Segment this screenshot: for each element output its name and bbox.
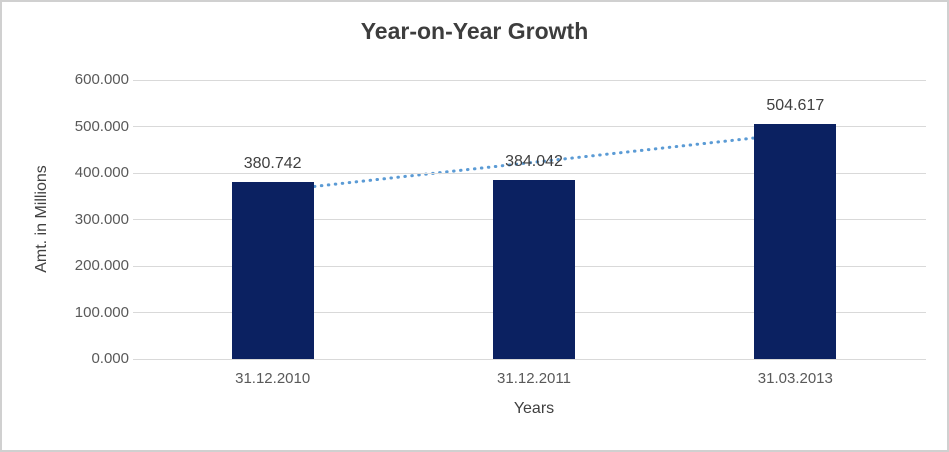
x-axis-category-label: 31.12.2011 [497, 370, 571, 387]
y-axis-tick-label: 200.000 [74, 257, 129, 274]
bar-value-label: 380.742 [243, 154, 302, 172]
bar [493, 180, 575, 359]
y-axis-tick-label: 300.000 [74, 210, 129, 228]
y-axis-tick-label: 100.000 [74, 303, 129, 321]
gridline [142, 79, 926, 81]
y-axis-tick [133, 312, 142, 313]
y-axis-tick [133, 358, 142, 360]
x-axis: 31.12.2010 31.12.2011 31.03.2013 [142, 370, 926, 390]
x-axis-title: Years [513, 400, 555, 417]
gridline [142, 126, 926, 127]
y-axis-tick [133, 126, 142, 127]
y-axis-tick [133, 79, 142, 81]
bar-value-label: 504.617 [766, 97, 825, 115]
y-axis-tick-label: 500.000 [74, 117, 129, 135]
y-axis: 0.000 100.000 200.000 300.000 400.000 500.000… [2, 71, 129, 367]
y-axis-tick-label: 600.000 [74, 71, 129, 88]
y-axis-tick [133, 172, 142, 174]
x-axis-category-label: 31.12.2010 [235, 370, 311, 387]
y-axis-tick [133, 265, 142, 267]
y-axis-tick-label: 400.000 [74, 164, 129, 181]
plot-area: 380.742 384.042 504.617 [133, 79, 926, 360]
gridline [142, 358, 926, 360]
gridline [142, 172, 926, 174]
bar-value-label: 384.042 [505, 153, 563, 171]
y-axis-tick [133, 219, 142, 220]
x-axis-category-label: 31.03.2013 [757, 370, 833, 387]
bar [754, 124, 837, 359]
chart-title: Year-on-Year Growth [360, 18, 589, 44]
bar [231, 181, 314, 359]
y-axis-tick-label: 0.000 [91, 350, 129, 367]
